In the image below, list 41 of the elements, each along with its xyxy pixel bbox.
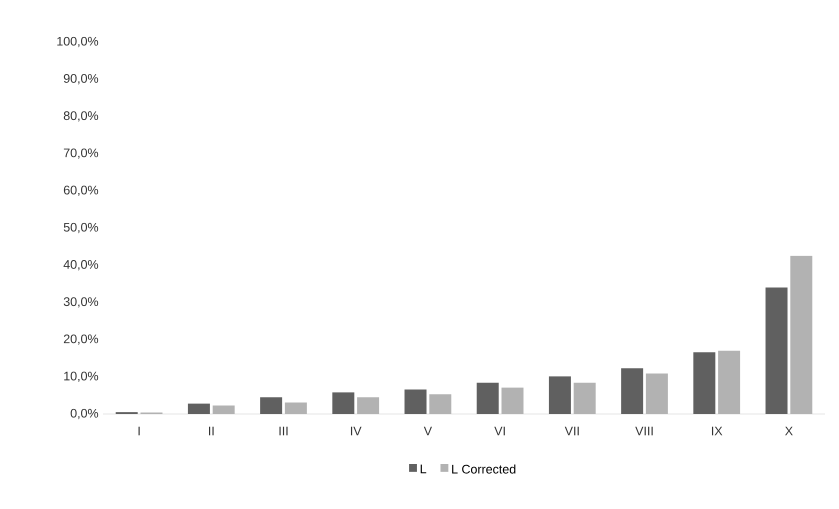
y-tick-label: 90,0% [64,74,98,84]
bar [188,404,210,414]
y-tick-label: 40,0% [64,260,98,270]
bar [766,288,788,414]
legend-label: L Corrected [452,464,516,474]
legend-label: L [420,464,426,474]
bar [357,397,380,414]
y-tick-label: 0,0% [70,408,98,420]
x-tick-label: VII [564,426,579,436]
bar [284,402,307,414]
y-tick-label: 80,0% [64,111,98,122]
bar [404,389,427,414]
bar [501,388,524,414]
y-tick-label: 20,0% [64,334,98,345]
bar [548,376,571,414]
bar [646,373,668,414]
y-tick-label: 70,0% [64,148,98,159]
x-tick-label: V [424,426,432,436]
x-tick-label: III [279,426,288,436]
bar [574,382,596,414]
bar [718,350,740,414]
bar [693,352,716,414]
bar [429,394,452,414]
x-tick-label: II [208,426,214,436]
y-tick-label: 60,0% [64,186,98,196]
bar [332,392,354,414]
bar [476,382,499,414]
y-tick-label: 30,0% [64,297,98,308]
x-tick-label: VI [494,426,505,436]
x-tick-label: X [785,426,793,436]
y-tick-label: 100,0% [57,36,98,48]
y-tick-label: 10,0% [64,372,98,382]
x-tick-label: IX [712,426,722,436]
x-tick-label: VIII [635,426,653,436]
x-tick-label: I [138,426,140,436]
x-tick-label: IV [350,426,362,436]
bar [790,256,812,414]
bar [212,405,235,414]
bar [260,397,282,414]
bar [621,368,644,414]
y-tick-label: 50,0% [64,222,98,234]
